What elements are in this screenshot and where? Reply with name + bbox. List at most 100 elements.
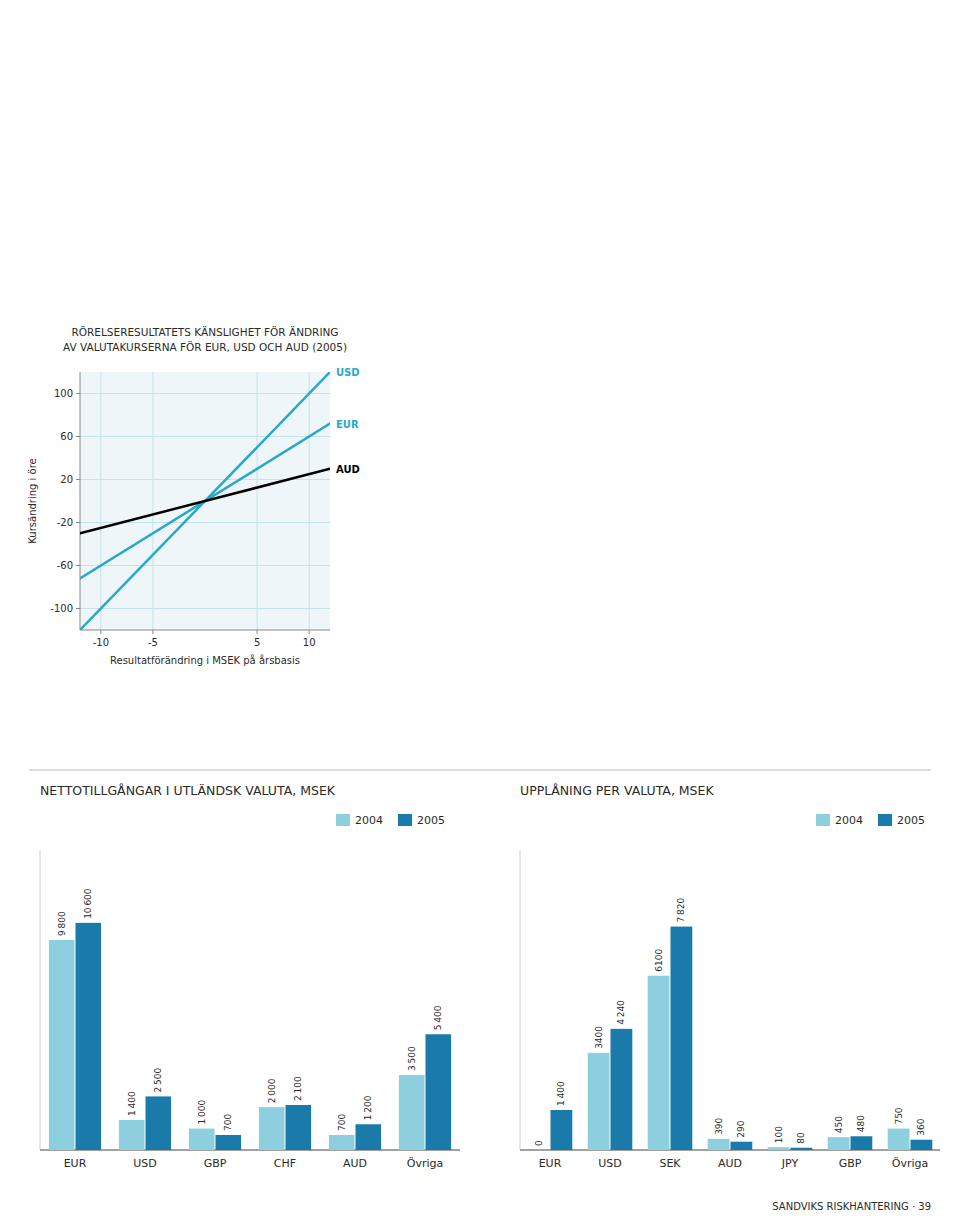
y-axis-line: [80, 372, 81, 630]
line-series: [80, 469, 330, 534]
x-axis-label: Resultatförändring i MSEK på årsbasis: [110, 654, 300, 666]
x-tick-label: EUR: [539, 1157, 562, 1170]
bar: [671, 927, 693, 1150]
bar-chart: NETTOTILLGÅNGAR I UTLÄNDSK VALUTA, MSEK 9…: [40, 783, 460, 1170]
y-tick: [76, 436, 80, 437]
y-tick-label: 60: [60, 431, 73, 442]
bar: [911, 1140, 933, 1150]
legend-label: 2005: [417, 814, 445, 827]
bar: [216, 1135, 242, 1150]
data-label: 80: [796, 1132, 806, 1144]
legend: 2004 2005: [816, 814, 925, 827]
x-tick-label: EUR: [64, 1157, 87, 1170]
data-label: 0: [534, 1140, 544, 1146]
x-tick-label: 5: [254, 637, 260, 648]
x-tick-label: -5: [148, 637, 158, 648]
bar: [588, 1053, 610, 1150]
line-series: [80, 424, 330, 579]
x-tick: [152, 630, 153, 634]
data-label: 360: [916, 1118, 926, 1135]
bar: [329, 1135, 355, 1150]
y-tick: [76, 393, 80, 394]
data-label: 750: [894, 1107, 904, 1124]
legend-label: 2004: [355, 814, 383, 827]
x-axis-line: [40, 1150, 460, 1151]
line-chart: RÖRELSERESULTATETS KÄNSLIGHET FÖR ÄNDRIN…: [27, 326, 360, 666]
legend-swatch: [816, 814, 830, 826]
bar: [551, 1110, 573, 1150]
grid-line-y: [80, 436, 330, 437]
bar: [146, 1096, 172, 1150]
data-label: 9 800: [57, 911, 67, 936]
y-tick: [76, 522, 80, 523]
plot-background: [80, 372, 330, 630]
bar: [399, 1075, 425, 1150]
data-label: 700: [223, 1114, 233, 1131]
footer: SANDVIKS RISKHANTERING · 39: [772, 1201, 931, 1212]
bar: [356, 1124, 382, 1150]
bar-chart: UPPLÅNING PER VALUTA, MSEK01 40034004 24…: [520, 783, 940, 1170]
bar: [119, 1120, 145, 1150]
data-label: 3 500: [407, 1046, 417, 1071]
x-tick-label: USD: [598, 1157, 622, 1170]
x-tick-label: GBP: [204, 1157, 227, 1170]
data-label: 5 400: [433, 1005, 443, 1030]
legend-swatch: [398, 814, 412, 826]
grid-line-x: [152, 372, 153, 630]
bar: [768, 1147, 790, 1150]
legend-label: 2004: [835, 814, 863, 827]
line-series: [80, 372, 330, 630]
bar: [189, 1129, 215, 1150]
chart-title: NETTOTILLGÅNGAR I UTLÄNDSK VALUTA, MSEK: [40, 783, 336, 798]
y-tick-label: -60: [57, 560, 73, 571]
y-tick: [76, 565, 80, 566]
x-tick-label: GBP: [839, 1157, 862, 1170]
page-svg: RÖRELSERESULTATETS KÄNSLIGHET FÖR ÄNDRIN…: [0, 0, 960, 1221]
grid-line-y: [80, 393, 330, 394]
data-label: 390: [714, 1117, 724, 1134]
bar: [286, 1105, 312, 1150]
data-label: 2 100: [293, 1076, 303, 1101]
data-label: 1 400: [556, 1081, 566, 1106]
data-label: 10 600: [83, 888, 93, 919]
data-label: 7 820: [676, 898, 686, 923]
x-tick: [309, 630, 310, 634]
y-tick: [76, 608, 80, 609]
data-label: 450: [834, 1116, 844, 1133]
bar: [528, 1150, 550, 1151]
series-label: AUD: [336, 464, 360, 475]
x-tick-label: Övriga: [407, 1157, 443, 1170]
data-label: 2 000: [267, 1078, 277, 1103]
data-label: 1 200: [363, 1095, 373, 1120]
series-group: [80, 372, 330, 630]
bar: [259, 1107, 285, 1150]
x-tick-label: CHF: [274, 1157, 296, 1170]
grid-line-x: [100, 372, 101, 630]
bar: [888, 1129, 910, 1150]
bar: [49, 940, 75, 1150]
y-tick-label: 20: [60, 474, 73, 485]
x-tick: [257, 630, 258, 634]
data-label: 1 000: [197, 1100, 207, 1125]
legend-swatch: [336, 814, 350, 826]
bar: [828, 1137, 850, 1150]
x-tick-label: AUD: [718, 1157, 742, 1170]
y-tick-label: -100: [50, 603, 73, 614]
data-label: 6100: [654, 949, 664, 972]
bar: [76, 923, 102, 1150]
data-label: 100: [774, 1126, 784, 1143]
grid-line-x: [309, 372, 310, 630]
grid: [80, 372, 330, 630]
grid-line-x: [257, 372, 258, 630]
series-label: USD: [336, 367, 360, 378]
bar: [426, 1034, 452, 1150]
page: {"chart_data": [ {"type": "line", "title…: [0, 0, 960, 1221]
bar: [851, 1136, 873, 1150]
legend-label: 2005: [897, 814, 925, 827]
series-labels: USDEURAUD: [336, 367, 360, 475]
data-label: 2 500: [153, 1067, 163, 1092]
bars: [551, 927, 933, 1150]
grid-line-y: [80, 608, 330, 609]
x-tick-label: 10: [303, 637, 316, 648]
x-axis-line: [80, 630, 330, 631]
